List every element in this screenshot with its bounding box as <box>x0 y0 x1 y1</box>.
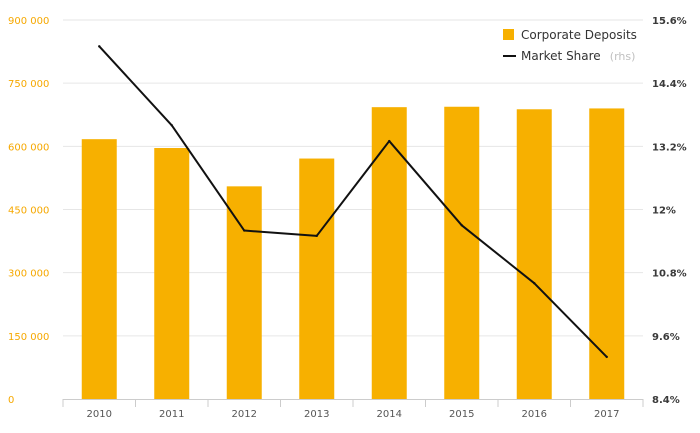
bar <box>299 158 335 399</box>
left-tick-label: 450 000 <box>8 206 49 217</box>
bar <box>81 139 117 399</box>
legend-label-market-share-suffix: (rhs) <box>610 50 636 63</box>
right-tick-label: 14.4% <box>652 79 687 90</box>
legend-label-market-share: Market Share (rhs) <box>521 45 635 64</box>
market-share-line <box>98 45 608 358</box>
legend-swatch-corporate-deposits <box>503 29 514 40</box>
x-tick-label: 2012 <box>232 409 257 420</box>
gridlines <box>63 19 643 337</box>
right-tick-label: 9.6% <box>652 332 680 343</box>
bar <box>516 109 552 399</box>
right-tick-label: 12% <box>652 206 676 217</box>
bar <box>589 108 625 399</box>
line-point <box>605 355 608 359</box>
right-axis-ticks: 8.4% 9.6% 10.8% 12% 13.2% 14.4% 15.6% <box>652 16 687 406</box>
line-point <box>460 224 463 227</box>
right-tick-label: 15.6% <box>652 16 687 27</box>
bar <box>371 107 407 400</box>
x-axis: 2010 2011 2012 2013 2014 2015 2016 2017 <box>62 399 644 420</box>
bar-series-corporate-deposits <box>81 106 625 400</box>
legend: Corporate Deposits Market Share (rhs) <box>503 28 637 64</box>
line-point <box>98 45 101 48</box>
x-tick-label: 2016 <box>522 409 547 420</box>
left-tick-label: 900 000 <box>8 16 49 27</box>
right-tick-label: 13.2% <box>652 142 687 153</box>
x-tick-label: 2011 <box>159 409 184 420</box>
left-axis-ticks: 0 150 000 300 000 450 000 600 000 750 000 900 … <box>8 16 49 406</box>
left-tick-label: 150 000 <box>8 332 49 343</box>
x-tick-label: 2015 <box>449 409 474 420</box>
left-tick-label: 600 000 <box>8 142 49 153</box>
line-series-market-share <box>98 45 608 359</box>
line-point <box>533 281 536 285</box>
bar <box>154 148 190 399</box>
left-tick-label: 300 000 <box>8 269 49 280</box>
line-point <box>243 229 246 232</box>
line-point <box>388 139 391 143</box>
bar <box>444 106 480 399</box>
x-tick-label: 2013 <box>304 409 329 420</box>
legend-label-corporate-deposits: Corporate Deposits <box>521 28 637 42</box>
x-tick-label: 2017 <box>594 409 619 420</box>
right-tick-label: 10.8% <box>652 269 687 280</box>
left-tick-label: 750 000 <box>8 79 49 90</box>
x-tick-label: 2010 <box>87 409 112 420</box>
legend-label-market-share-name: Market Share <box>521 49 601 63</box>
x-tick-label: 2014 <box>377 409 402 420</box>
right-tick-label: 8.4% <box>652 395 680 406</box>
bar <box>226 186 262 399</box>
line-point <box>170 124 173 127</box>
line-point <box>315 234 318 238</box>
left-tick-label: 0 <box>8 395 14 406</box>
